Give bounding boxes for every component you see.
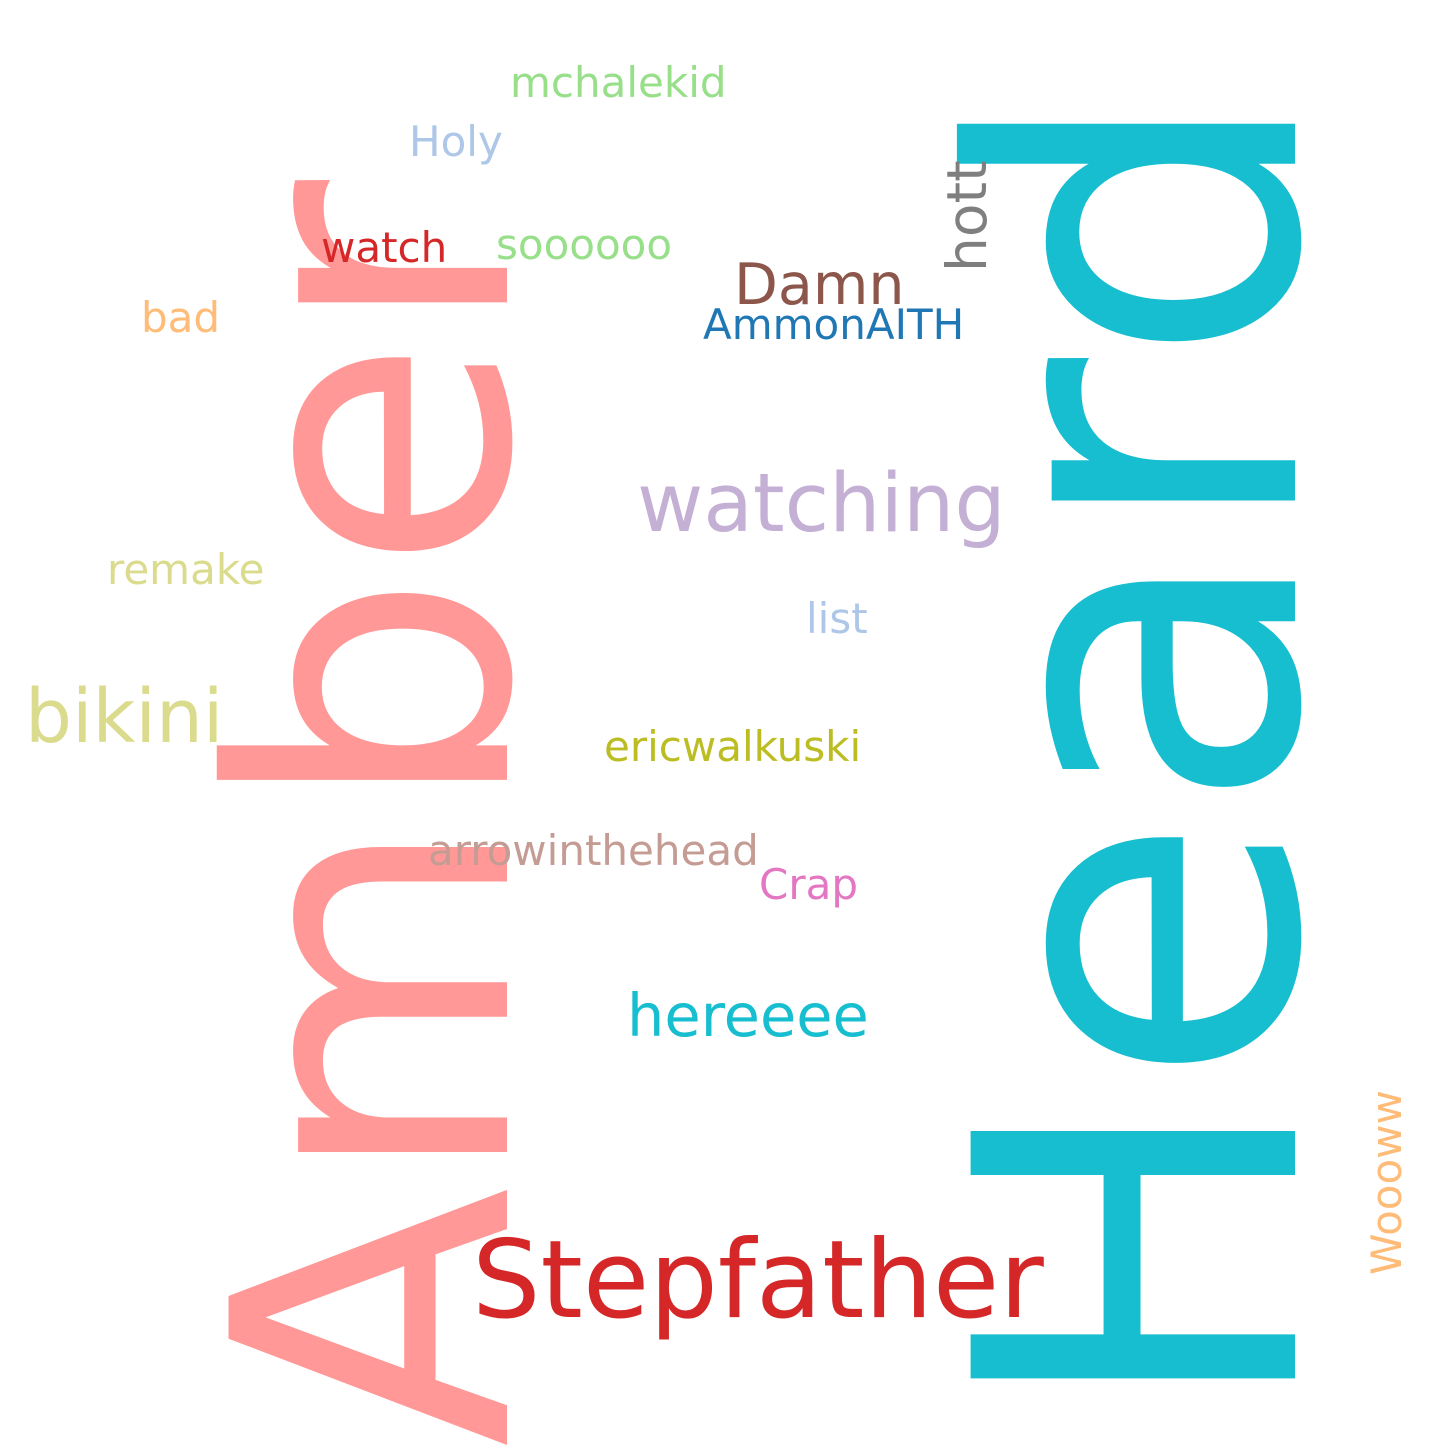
word-bikini: bikini [25, 674, 224, 760]
word-hott: hott [935, 160, 999, 272]
word-soooooo: soooooo [496, 220, 673, 269]
word-list: list [806, 594, 868, 643]
word-ericwalkuski: ericwalkuski [604, 722, 862, 771]
word-crap: Crap [759, 860, 858, 909]
word-damn: Damn [734, 252, 905, 318]
word-hereeee: hereeee [627, 981, 869, 1050]
word-watch: watch [321, 223, 448, 272]
word-arrowinthehead: arrowinthehead [428, 826, 759, 875]
word-holy: Holy [409, 117, 503, 166]
word-remake: remake [107, 545, 265, 594]
word-watching: watching [637, 457, 1006, 551]
word-stepfather: Stepfather [472, 1218, 1044, 1343]
word-mchalekid: mchalekid [510, 58, 727, 107]
word-ammonaith: AmmonAITH [703, 300, 965, 349]
word-bad: bad [141, 293, 221, 342]
word-woooww: Woooww [1362, 1090, 1411, 1275]
